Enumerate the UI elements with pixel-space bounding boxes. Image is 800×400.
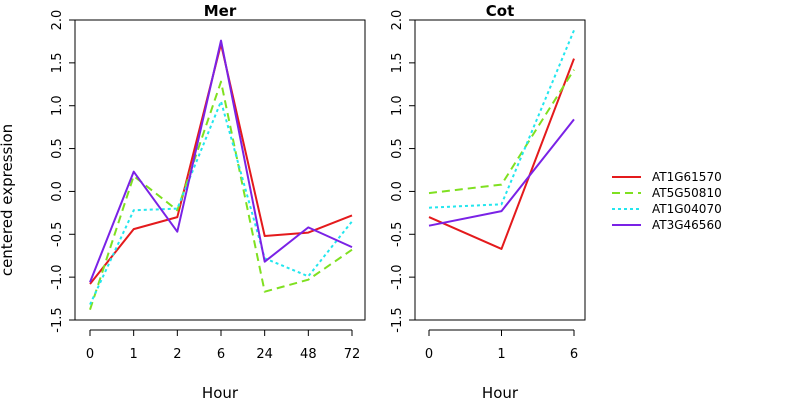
x-tick-label: 72 <box>344 347 361 362</box>
y-tick-label: 0.0 <box>390 181 405 202</box>
x-tick-label: 24 <box>256 347 273 362</box>
series-line-at5g50810 <box>89 80 353 311</box>
x-tick-label: 1 <box>130 347 138 362</box>
y-axis-title: centered expression <box>0 124 16 276</box>
legend-label: AT1G61570 <box>652 170 722 184</box>
y-tick-label: 1.5 <box>390 53 405 74</box>
panel-cot: Cot -1.5 -1.0 -0.5 0.0 0.5 1.0 1.5 2.0 0 1 6 Hour <box>390 2 586 400</box>
legend: AT1G61570 AT5G50810 AT1G04070 AT3G46560 <box>612 170 722 232</box>
panel-title-cot: Cot <box>486 2 514 20</box>
y-tick-label: -0.5 <box>50 222 65 247</box>
x-axis-mer: 0 1 2 6 24 48 72 <box>86 329 361 362</box>
series-line-at1g61570 <box>89 43 353 285</box>
y-tick-label: -1.0 <box>390 264 405 289</box>
y-tick-label: 0.0 <box>50 181 65 202</box>
x-tick-label: 6 <box>570 347 578 362</box>
series-line-at1g04070 <box>428 29 575 209</box>
x-tick-label: 1 <box>497 347 505 362</box>
y-axis-cot: -1.5 -1.0 -0.5 0.0 0.5 1.0 1.5 2.0 <box>390 10 415 333</box>
series-line-at5g50810 <box>428 69 575 195</box>
plot-frame-cot <box>414 19 586 321</box>
y-tick-label: 0.5 <box>390 138 405 159</box>
plot-frame-mer <box>74 19 366 321</box>
y-tick-label: 2.0 <box>390 10 405 31</box>
legend-label: AT3G46560 <box>652 218 722 232</box>
x-axis-cot: 0 1 6 <box>425 329 578 362</box>
y-axis-mer: -1.5 -1.0 -0.5 0.0 0.5 1.0 1.5 2.0 <box>50 10 75 333</box>
y-tick-label: -1.5 <box>390 307 405 332</box>
series-lines-mer <box>89 39 353 311</box>
legend-label: AT5G50810 <box>652 186 722 200</box>
x-tick-label: 2 <box>173 347 181 362</box>
y-tick-label: 1.5 <box>50 53 65 74</box>
x-tick-label: 0 <box>86 347 94 362</box>
series-line-at1g61570 <box>428 58 575 250</box>
y-tick-label: -0.5 <box>390 222 405 247</box>
series-line-at1g04070 <box>89 100 353 306</box>
x-axis-title-mer: Hour <box>202 384 239 400</box>
panel-mer: Mer -1.5 -1.0 -0.5 0.0 0.5 1.0 1.5 2.0 0 1 2 6 24 48… <box>50 2 366 400</box>
y-tick-label: 0.5 <box>50 138 65 159</box>
y-tick-label: 1.0 <box>390 95 405 116</box>
series-line-at3g46560 <box>89 39 353 283</box>
x-tick-label: 0 <box>425 347 433 362</box>
x-tick-label: 6 <box>217 347 225 362</box>
y-tick-label: 2.0 <box>50 10 65 31</box>
y-tick-label: 1.0 <box>50 95 65 116</box>
y-tick-label: -1.0 <box>50 264 65 289</box>
legend-label: AT1G04070 <box>652 202 722 216</box>
series-lines-cot <box>428 29 575 250</box>
y-tick-label: -1.5 <box>50 307 65 332</box>
series-line-at3g46560 <box>428 118 575 227</box>
panel-title-mer: Mer <box>204 2 237 20</box>
x-axis-title-cot: Hour <box>482 384 519 400</box>
x-tick-label: 48 <box>300 347 317 362</box>
